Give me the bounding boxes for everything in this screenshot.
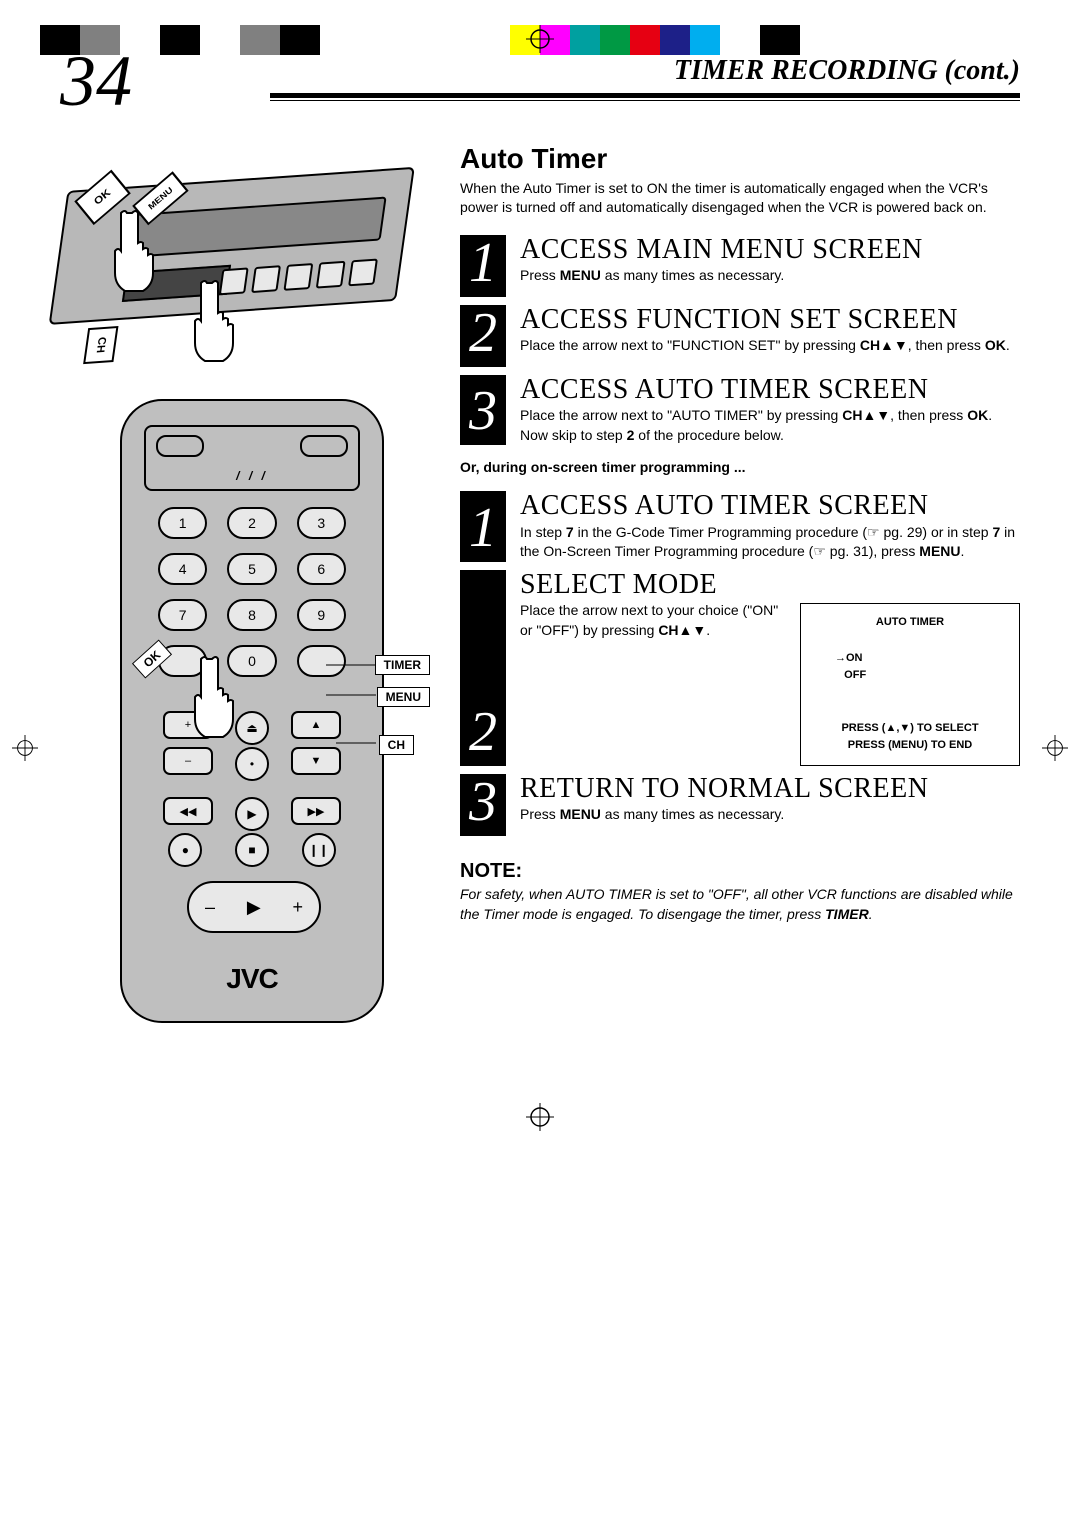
hand-icon [190, 655, 240, 745]
color-swatch [420, 25, 450, 55]
procedure-step: 2 ACCESS FUNCTION SET SCREENPlace the arr… [460, 305, 1020, 367]
step-title: ACCESS FUNCTION SET SCREEN [520, 305, 1020, 334]
vcr-illustration: OK MENU CH [60, 149, 440, 369]
header-rule-thick [270, 93, 1020, 98]
color-swatch [160, 25, 200, 55]
dot-icon: • [235, 747, 269, 781]
step-text: Press MENU as many times as necessary. [520, 805, 1020, 825]
osd-screen: AUTO TIMER→ON OFFPRESS (▲,▼) TO SELECTPR… [800, 603, 1020, 766]
color-swatch [390, 25, 420, 55]
note-heading: NOTE: [460, 860, 1020, 883]
registration-mark-top [526, 25, 554, 53]
eject-icon: ⏏ [235, 711, 269, 745]
remote-num-button: 6 [297, 553, 346, 585]
color-swatch [760, 25, 800, 55]
remote-illustration: / / / 1234567890 + ⏏ ▲ – • ▼ ◀◀ [120, 399, 380, 1023]
color-swatch [480, 25, 510, 55]
play-icon: ▶ [235, 797, 269, 831]
color-swatch [600, 25, 630, 55]
leader-lines [326, 659, 386, 749]
step-text: AUTO TIMER→ON OFFPRESS (▲,▼) TO SELECTPR… [520, 601, 1020, 766]
remote-num-button: 7 [158, 599, 207, 631]
step-number: 3 [460, 375, 506, 446]
step-number: 3 [460, 774, 506, 836]
step-number: 2 [460, 570, 506, 766]
procedure-step: 3 ACCESS AUTO TIMER SCREENPlace the arrow… [460, 375, 1020, 446]
registration-mark-bottom [60, 1103, 1020, 1136]
header-rule-thin [270, 100, 1020, 101]
procedure-step: 3 RETURN TO NORMAL SCREENPress MENU as ma… [460, 774, 1020, 836]
procedure-step: 2 SELECT MODE AUTO TIMER→ON OFFPRESS (▲,▼)… [460, 570, 1020, 766]
hand-icon [110, 209, 160, 299]
brand-logo: JVC [122, 963, 382, 995]
color-swatch [450, 25, 480, 55]
remote-num-button: 1 [158, 507, 207, 539]
procedure-step: 1 ACCESS MAIN MENU SCREENPress MENU as ma… [460, 235, 1020, 297]
content-column: Auto Timer When the Auto Timer is set to… [460, 143, 1020, 1023]
down-icon: ▼ [291, 747, 341, 775]
step-number: 1 [460, 235, 506, 297]
remote-num-button: 5 [227, 553, 276, 585]
page-number: 34 [60, 49, 132, 114]
rec-icon: ● [168, 833, 202, 867]
note-body: For safety, when AUTO TIMER is set to "O… [460, 885, 1020, 924]
color-swatch [360, 25, 390, 55]
vcr-ch-label: CH [83, 326, 118, 364]
remote-num-button: 4 [158, 553, 207, 585]
step-title: ACCESS MAIN MENU SCREEN [520, 235, 1020, 264]
color-swatch [630, 25, 660, 55]
remote-num-button: 3 [297, 507, 346, 539]
remote-num-button: 9 [297, 599, 346, 631]
ff-icon: ▶▶ [291, 797, 341, 825]
color-swatch [240, 25, 280, 55]
remote-num-button: 8 [227, 599, 276, 631]
separator-text: Or, during on-screen timer programming .… [460, 459, 1020, 475]
step-number: 1 [460, 491, 506, 562]
pause-icon: ❙❙ [302, 833, 336, 867]
step-text: Press MENU as many times as necessary. [520, 266, 1020, 286]
stop-icon: ■ [235, 833, 269, 867]
illustration-column: OK MENU CH / / / 1234567890 [60, 143, 440, 1023]
color-swatch [280, 25, 320, 55]
color-swatch [690, 25, 720, 55]
color-swatch [200, 25, 240, 55]
color-swatch [570, 25, 600, 55]
procedure-step: 1 ACCESS AUTO TIMER SCREEN In step 7 in th… [460, 491, 1020, 562]
intro-text: When the Auto Timer is set to ON the tim… [460, 179, 1020, 217]
step-title: SELECT MODE [520, 570, 1020, 599]
registration-mark-left [12, 735, 38, 766]
subheading: Auto Timer [460, 143, 1020, 175]
registration-mark-right [1042, 735, 1068, 766]
step-number: 2 [460, 305, 506, 367]
rew-icon: ◀◀ [163, 797, 213, 825]
step-text: Place the arrow next to "FUNCTION SET" b… [520, 336, 1020, 356]
step-title: ACCESS AUTO TIMER SCREEN [520, 375, 1020, 404]
step-text: In step 7 in the G-Code Timer Programmin… [520, 523, 1020, 562]
color-swatch [720, 25, 760, 55]
page: 34 TIMER RECORDING (cont.) OK MENU CH [60, 55, 1020, 1136]
section-title: TIMER RECORDING (cont.) [170, 55, 1020, 87]
step-title: ACCESS AUTO TIMER SCREEN [520, 491, 1020, 520]
step-text: Place the arrow next to "AUTO TIMER" by … [520, 406, 1020, 445]
remote-num-button: 2 [227, 507, 276, 539]
color-swatch [660, 25, 690, 55]
hand-icon [190, 279, 240, 369]
color-swatch [320, 25, 360, 55]
page-header: 34 TIMER RECORDING (cont.) [60, 55, 1020, 135]
step-title: RETURN TO NORMAL SCREEN [520, 774, 1020, 803]
play-icon: ▶ [247, 897, 261, 918]
